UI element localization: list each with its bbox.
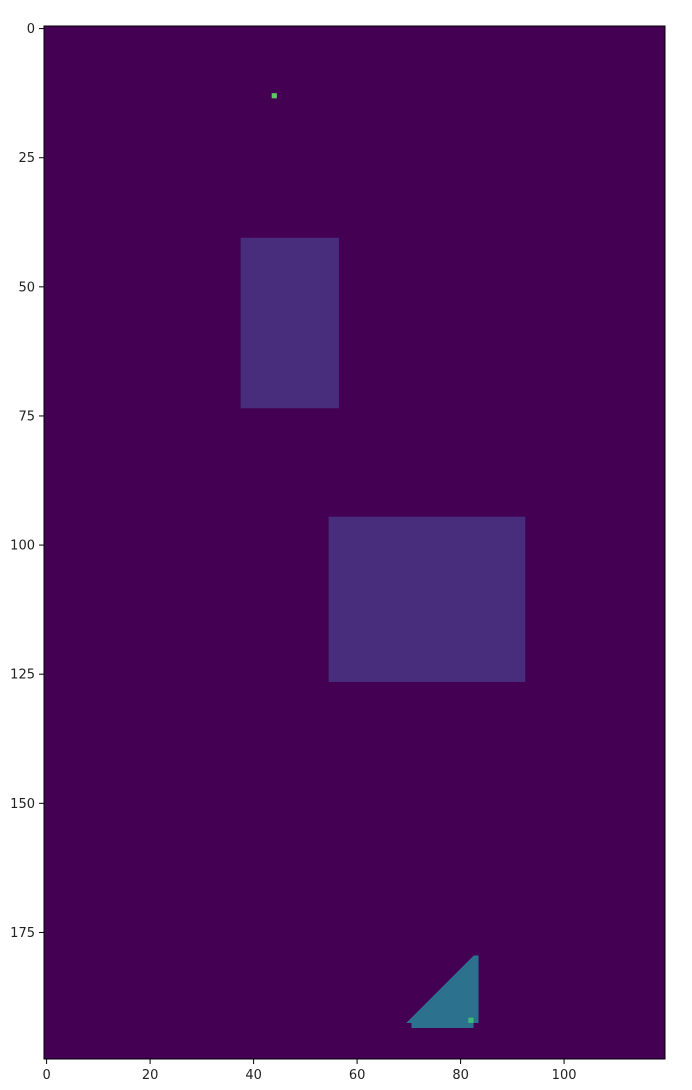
x-axis: 0 20 40 60 80 100 [42,1059,577,1083]
highlight-pixel-bottom [468,1017,474,1023]
y-tick-label: 100 [10,539,35,554]
x-tick-label: 80 [452,1068,469,1083]
rect-region-upper [240,237,339,409]
y-tick-label: 75 [18,409,35,424]
y-tick-label: 175 [10,926,35,941]
x-tick-label: 60 [349,1068,366,1083]
y-axis: 0 25 50 75 100 125 150 175 [10,22,44,941]
x-tick-label: 20 [142,1068,159,1083]
y-tick-label: 50 [18,280,35,295]
x-tick-label: 40 [245,1068,262,1083]
x-tick-label: 0 [42,1068,50,1083]
highlight-pixel-top [271,93,277,99]
y-tick-label: 0 [27,22,35,37]
rect-region-middle [328,516,526,682]
x-tick-label: 100 [552,1068,577,1083]
y-tick-label: 25 [18,151,35,166]
y-tick-label: 150 [10,797,35,812]
plot-area [43,25,666,1060]
plot-frame [43,25,666,1060]
y-tick-label: 125 [10,668,35,683]
triangle-region [406,955,479,1029]
